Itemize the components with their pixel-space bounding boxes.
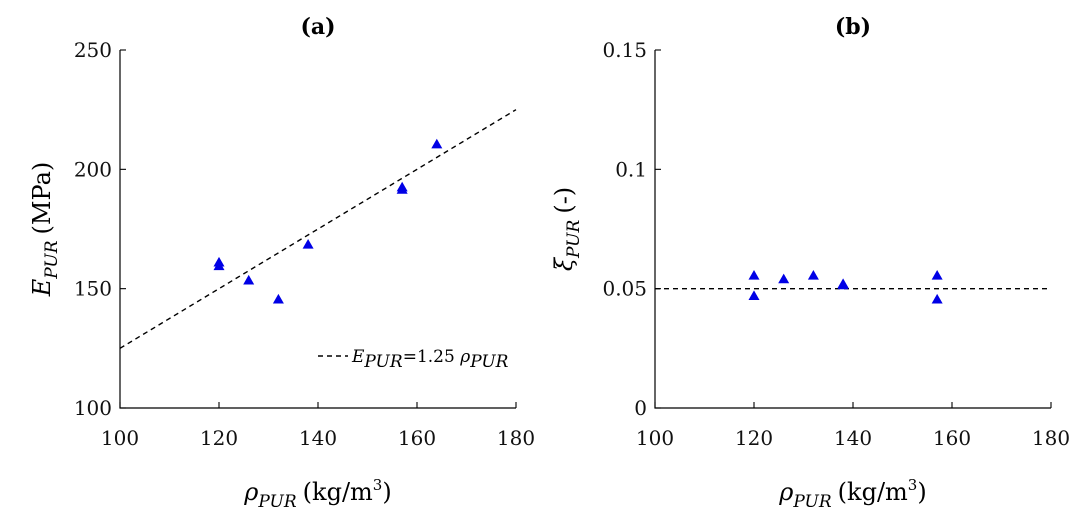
y-label-unit: (-) bbox=[550, 187, 578, 214]
x-label-symbol: ρ bbox=[243, 478, 258, 506]
panel-a-points bbox=[213, 138, 443, 304]
x-tick-label: 100 bbox=[636, 426, 674, 450]
panel-b-x-label: ρPUR (kg/m3) bbox=[778, 476, 926, 512]
y-tick-label: 0.1 bbox=[615, 157, 647, 181]
panel-b-axes bbox=[654, 50, 1051, 409]
panel-a-title: (a) bbox=[300, 14, 335, 40]
panel-b-x-ticks: 100 120 140 160 180 bbox=[636, 402, 1070, 450]
data-point-marker bbox=[272, 293, 284, 304]
y-tick-label: 100 bbox=[74, 396, 112, 420]
legend-rhs: ρ bbox=[459, 347, 470, 367]
x-tick-label: 140 bbox=[834, 426, 872, 450]
x-tick-label: 160 bbox=[398, 426, 436, 450]
legend-lhs: E bbox=[351, 347, 365, 367]
x-tick-label: 160 bbox=[933, 426, 971, 450]
x-tick-label: 100 bbox=[101, 426, 139, 450]
data-point-marker bbox=[396, 184, 408, 194]
x-tick-label: 180 bbox=[1032, 426, 1070, 450]
legend-rhs-sub: PUR bbox=[469, 352, 508, 372]
data-point-marker bbox=[931, 270, 943, 280]
panel-b-title: (b) bbox=[835, 14, 871, 40]
panel-a-x-label: ρPUR (kg/m3) bbox=[243, 476, 391, 512]
x-label-sup: 3 bbox=[908, 476, 918, 494]
x-label-symbol: ρ bbox=[778, 478, 793, 506]
x-tick-label: 120 bbox=[735, 426, 773, 450]
panel-b-y-label: ξPUR (-) bbox=[550, 187, 584, 271]
data-point-marker bbox=[748, 270, 760, 280]
y-tick-label: 0.05 bbox=[602, 277, 647, 301]
panel-b: (b) 100 120 140 160 180 00.050.10.15 ρPUR (kg… bbox=[550, 14, 1070, 512]
x-label-sub: PUR bbox=[792, 492, 831, 512]
panel-b-points bbox=[748, 270, 943, 304]
x-label-close: ) bbox=[382, 478, 391, 506]
y-tick-label: 0.15 bbox=[602, 38, 647, 62]
data-point-marker bbox=[302, 239, 314, 249]
panel-a-y-ticks: 100 150 200 250 bbox=[74, 38, 126, 420]
x-tick-label: 180 bbox=[497, 426, 535, 450]
x-label-sub: PUR bbox=[257, 492, 296, 512]
x-label-unit: (kg/m bbox=[303, 478, 373, 506]
legend-text: EPUR=1.25 ρPUR bbox=[351, 347, 509, 372]
y-tick-label: 0 bbox=[634, 396, 647, 420]
y-tick-label: 200 bbox=[74, 157, 112, 181]
y-tick-label: 250 bbox=[74, 38, 112, 62]
y-tick-label: 150 bbox=[74, 277, 112, 301]
panel-b-y-ticks: 0 0.05 0.1 0.15 bbox=[602, 38, 661, 420]
panel-a-x-ticks: 100 120 140 160 180 bbox=[101, 402, 535, 450]
x-label-close: ) bbox=[917, 478, 926, 506]
y-label-symbol: E bbox=[28, 278, 56, 297]
legend-eq: =1.25 bbox=[403, 347, 461, 367]
x-tick-label: 140 bbox=[299, 426, 337, 450]
data-point-marker bbox=[837, 279, 849, 290]
legend-lhs-sub: PUR bbox=[363, 352, 402, 372]
panel-a-fit-line bbox=[119, 109, 517, 349]
data-point-marker bbox=[931, 293, 943, 304]
data-point-marker bbox=[213, 260, 225, 271]
data-point-marker bbox=[431, 138, 443, 149]
y-label-sub: PUR bbox=[42, 240, 62, 279]
panel-a-y-label: EPUR (MPa) bbox=[28, 162, 62, 298]
data-point-marker bbox=[748, 290, 760, 300]
data-point-marker bbox=[243, 274, 255, 285]
x-label-sup: 3 bbox=[373, 476, 383, 494]
data-point-marker bbox=[807, 270, 819, 280]
x-label-unit: (kg/m bbox=[838, 478, 908, 506]
y-label-sub: PUR bbox=[564, 219, 584, 258]
data-point-marker bbox=[778, 273, 790, 284]
y-label-symbol: ξ bbox=[550, 256, 578, 271]
x-tick-label: 120 bbox=[200, 426, 238, 450]
panel-a-legend: EPUR=1.25 ρPUR bbox=[318, 347, 509, 372]
y-label-unit: (MPa) bbox=[28, 162, 56, 235]
